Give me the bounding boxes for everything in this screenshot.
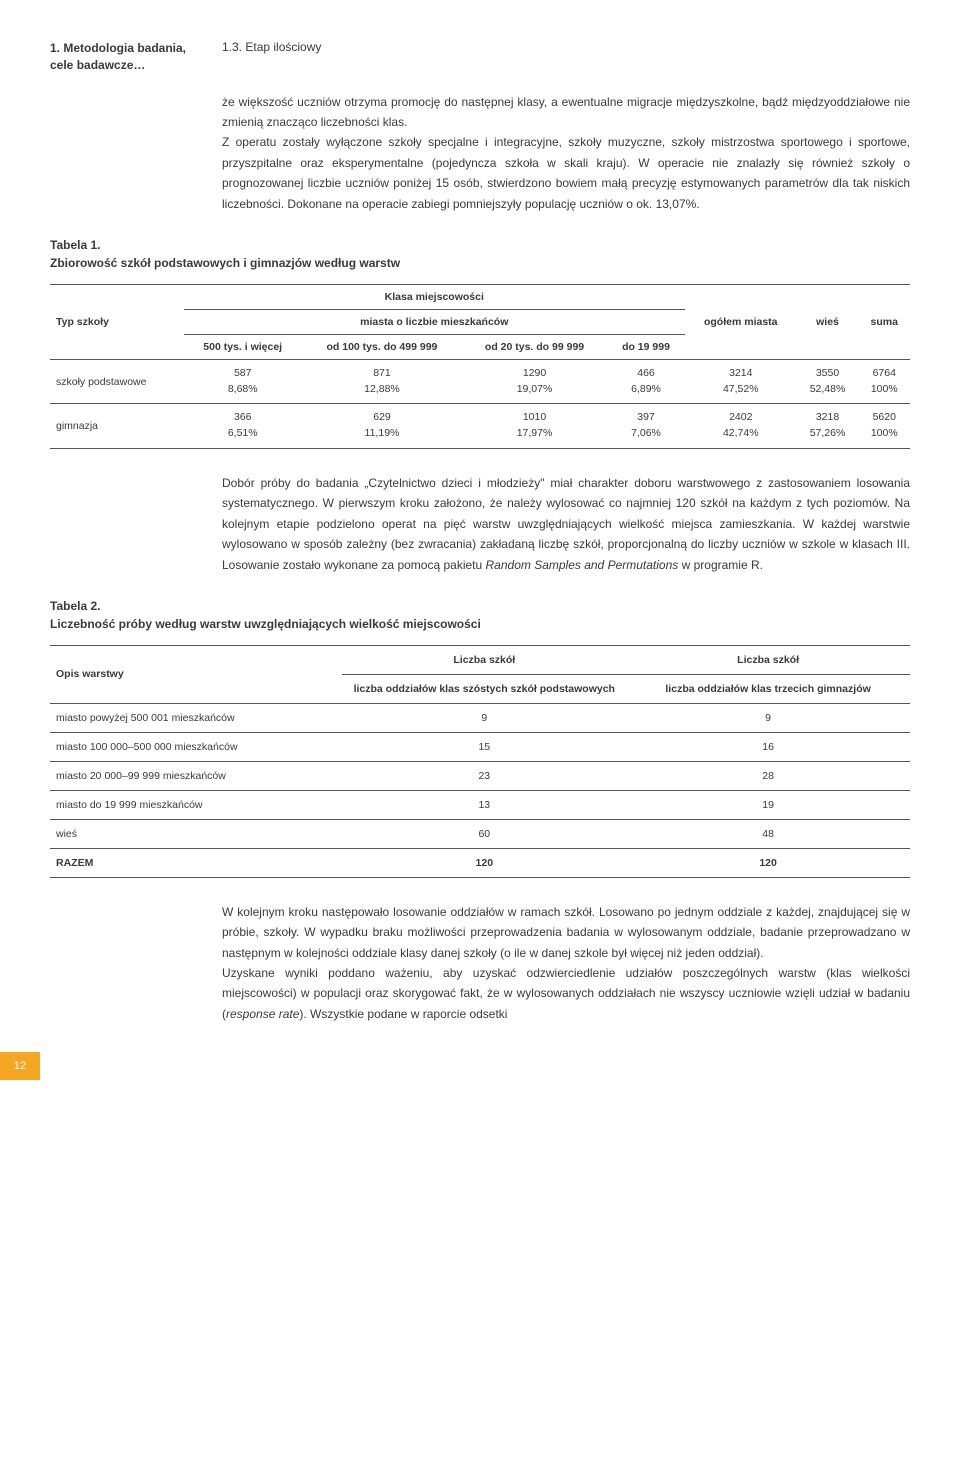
t1-h-ogolem: ogółem miasta [685,284,796,359]
t2-h-ls1: Liczba szkół [342,645,626,674]
paragraph-3: Dobór próby do badania „Czytelnictwo dzi… [222,473,910,575]
t1-h-c2: od 100 tys. do 499 999 [302,334,462,359]
t2-h-sub1: liczba oddziałów klas szóstych szkół pod… [342,674,626,703]
table-row: RAZEM 120 120 [50,848,910,877]
page-number: 12 [14,1060,26,1072]
t2-cell: 60 [342,819,626,848]
t1-cell: 6764100% [859,359,910,404]
paragraph-3-italic: Random Samples and Permutations [486,558,679,572]
t1-h-c3: od 20 tys. do 99 999 [462,334,607,359]
table-row: gimnazja 3666,51% 62911,19% 101017,97% 3… [50,404,910,449]
t2-cell: 9 [626,703,910,732]
t1-h-suma: suma [859,284,910,359]
t2-cell: miasto do 19 999 mieszkańców [50,790,342,819]
paragraph-4: W kolejnym kroku następowało losowanie o… [222,905,910,960]
paragraph-1: że większość uczniów otrzyma promocję do… [222,92,910,214]
t1-cell: 321857,26% [796,404,858,449]
t2-cell: 23 [342,761,626,790]
t1-h-typ: Typ szkoły [50,284,184,359]
table2-title: Liczebność próby według warstw uwzględni… [50,617,910,631]
t2-cell: 48 [626,819,910,848]
table-row: wieś 60 48 [50,819,910,848]
t2-cell: 19 [626,790,910,819]
paragraph-1-text: że większość uczniów otrzyma promocję do… [222,95,910,129]
t2-cell: 120 [342,848,626,877]
t2-cell: 16 [626,732,910,761]
t1-h-klasa: Klasa miejscowości [184,284,685,309]
t1-cell: 87112,88% [302,359,462,404]
t1-r0-typ: szkoły podstawowe [50,359,184,404]
t2-cell: 28 [626,761,910,790]
paragraph-2-text: Z operatu zostały wyłączone szkoły specj… [222,135,910,210]
t2-cell: wieś [50,819,342,848]
table1-label: Tabela 1. [50,238,910,252]
t1-cell: 3666,51% [184,404,302,449]
t2-cell: miasto 20 000–99 999 mieszkańców [50,761,342,790]
t2-cell: miasto powyżej 500 001 mieszkańców [50,703,342,732]
t2-cell: RAZEM [50,848,342,877]
t1-cell: 3977,06% [607,404,685,449]
table-row: miasto powyżej 500 001 mieszkańców 9 9 [50,703,910,732]
table-row: miasto 20 000–99 999 mieszkańców 23 28 [50,761,910,790]
t2-h-ls2: Liczba szkół [626,645,910,674]
table-1: Typ szkoły Klasa miejscowości ogółem mia… [50,284,910,449]
paragraph-4-5: W kolejnym kroku następowało losowanie o… [222,902,910,1024]
t1-cell: 240242,74% [685,404,796,449]
t2-h-sub2: liczba oddziałów klas trzecich gimnazjów [626,674,910,703]
t1-cell: 4666,89% [607,359,685,404]
table-row: miasto do 19 999 mieszkańców 13 19 [50,790,910,819]
table-row: szkoły podstawowe 5878,68% 87112,88% 129… [50,359,910,404]
t2-cell: 13 [342,790,626,819]
table2-label: Tabela 2. [50,599,910,613]
section-path: 1. Metodologia badania, cele badawcze… [50,40,210,74]
section-path-line1: 1. Metodologia badania, [50,41,186,55]
t2-h-opis: Opis warstwy [50,645,342,703]
t1-cell: 101017,97% [462,404,607,449]
t1-h-c4: do 19 999 [607,334,685,359]
t1-h-miasta: miasta o liczbie mieszkańców [184,309,685,334]
paragraph-3b: w programie R. [678,558,763,572]
t2-cell: 120 [626,848,910,877]
t1-r1-typ: gimnazja [50,404,184,449]
t1-cell: 5878,68% [184,359,302,404]
paragraph-5b: ). Wszystkie podane w raporcie odsetki [299,1007,507,1021]
table1-title: Zbiorowość szkół podstawowych i gimnazjó… [50,256,910,270]
section-subheading: 1.3. Etap ilościowy [222,40,321,74]
t2-cell: 9 [342,703,626,732]
t2-cell: miasto 100 000–500 000 mieszkańców [50,732,342,761]
table-2: Opis warstwy Liczba szkół Liczba szkół l… [50,645,910,878]
page-number-tab: 12 [0,1052,40,1080]
t1-cell: 62911,19% [302,404,462,449]
t1-h-wies: wieś [796,284,858,359]
paragraph-5-italic: response rate [226,1007,299,1021]
t1-cell: 129019,07% [462,359,607,404]
table-row: miasto 100 000–500 000 mieszkańców 15 16 [50,732,910,761]
t2-cell: 15 [342,732,626,761]
t1-h-c1: 500 tys. i więcej [184,334,302,359]
section-path-line2: cele badawcze… [50,58,145,72]
t1-cell: 5620100% [859,404,910,449]
t1-cell: 355052,48% [796,359,858,404]
t1-cell: 321447,52% [685,359,796,404]
